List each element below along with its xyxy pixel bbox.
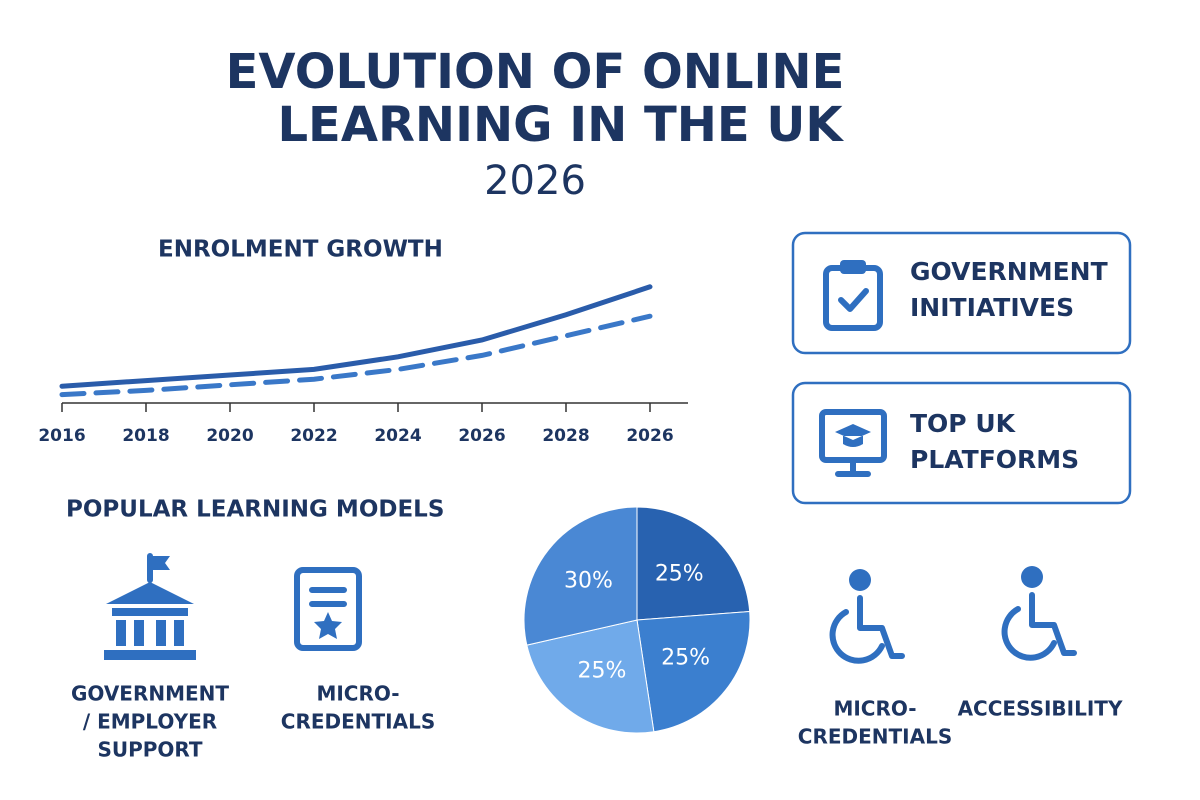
pie-slice: [636, 506, 751, 621]
x-tick-label: 2022: [290, 426, 337, 446]
pie-label: 30%: [564, 568, 613, 593]
model-label: CREDENTIALS: [281, 710, 435, 734]
model-label: / EMPLOYER: [83, 710, 217, 734]
x-tick-label: 2016: [38, 426, 85, 446]
credential-icon: [294, 567, 362, 651]
wheelchair-icon: [829, 569, 905, 664]
card-text: PLATFORMS: [910, 445, 1079, 474]
pie-slice: [526, 619, 655, 734]
wheelchair-icon: [1001, 566, 1077, 661]
model-label: ACCESSIBILITY: [958, 697, 1123, 721]
title-line: EVOLUTION OF ONLINE: [226, 44, 845, 100]
pie-label: 25%: [578, 658, 627, 683]
pie-slice: [523, 506, 638, 646]
x-tick-label: 2026: [458, 426, 505, 446]
model-label: MICRO-: [316, 682, 399, 706]
x-tick-label: 2020: [206, 426, 253, 446]
x-tick-label: 2018: [122, 426, 169, 446]
clipboard-icon: [823, 260, 883, 331]
chart-title: ENROLMENT GROWTH: [158, 237, 443, 263]
model-label: SUPPORT: [97, 738, 202, 762]
x-tick-label: 2024: [374, 426, 421, 446]
x-tick-label: 2028: [542, 426, 589, 446]
title-line: LEARNING IN THE UK: [277, 97, 844, 153]
line-series: [59, 313, 653, 398]
card-text: TOP UK: [910, 409, 1017, 438]
card-text: INITIATIVES: [910, 293, 1074, 322]
card-text: GOVERNMENT: [910, 257, 1108, 286]
subtitle: 2026: [484, 158, 586, 204]
pie-label: 25%: [655, 561, 704, 586]
building-icon: [104, 553, 196, 660]
pie-slice: [636, 611, 751, 733]
pie-label: 25%: [661, 646, 710, 671]
model-label: CREDENTIALS: [798, 725, 952, 749]
model-label: GOVERNMENT: [71, 682, 229, 706]
monitor-icon: [819, 409, 887, 477]
section-title: POPULAR LEARNING MODELS: [66, 497, 444, 523]
model-label: MICRO-: [833, 697, 916, 721]
x-tick-label: 2026: [626, 426, 673, 446]
line-series: [59, 284, 653, 389]
